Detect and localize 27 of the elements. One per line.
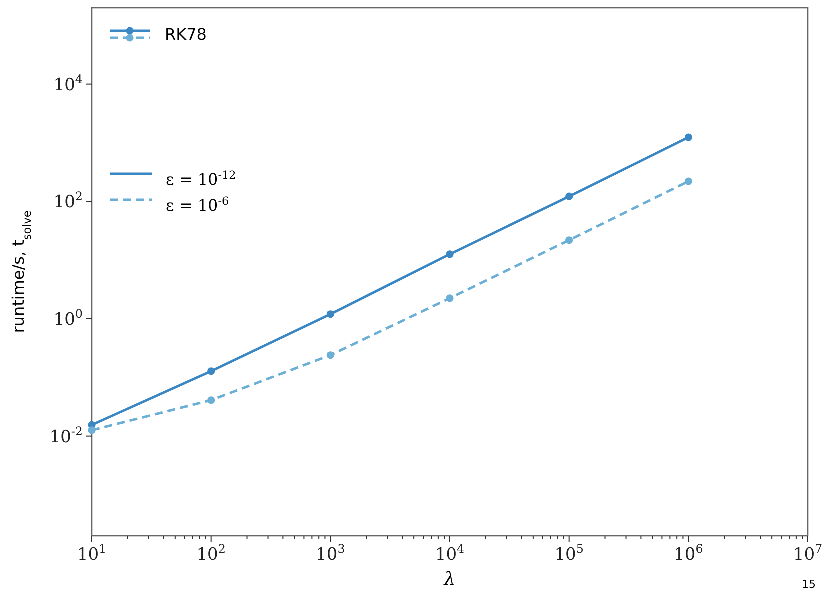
legend-label: ε = 10$^{-6}$ [166,194,230,215]
point [446,294,454,302]
point [88,426,96,434]
y-tick-label: 10$^{0}$ [54,306,83,330]
point [208,368,216,376]
legend-label: ε = 10$^{-12}$ [166,168,236,189]
x-tick-label: 10$^{6}$ [674,542,704,565]
x-tick-label: 10$^{3}$ [316,542,346,565]
point [326,352,334,360]
y-tick-label: 10$^{2}$ [54,190,83,213]
y-tick-label: 10$^{4}$ [54,72,83,96]
x-tick-label: 10$^{4}$ [435,542,465,565]
legend-title: RK78 [165,25,207,44]
x-axis-title: λ [443,569,456,589]
point [566,192,574,200]
point [566,236,574,244]
point [684,134,692,142]
point [684,178,692,186]
point [208,396,216,404]
x-tick-label: 10$^{2}$ [196,542,226,565]
x-tick-label: 10$^{7}$ [793,542,823,565]
point [446,250,454,258]
point [326,310,334,318]
x-tick-label: 10$^{5}$ [554,542,584,565]
x-tick-label: 10$^{1}$ [77,542,107,565]
text: 15 [802,578,816,589]
y-tick-label: 10$^{-2}$ [50,424,83,448]
